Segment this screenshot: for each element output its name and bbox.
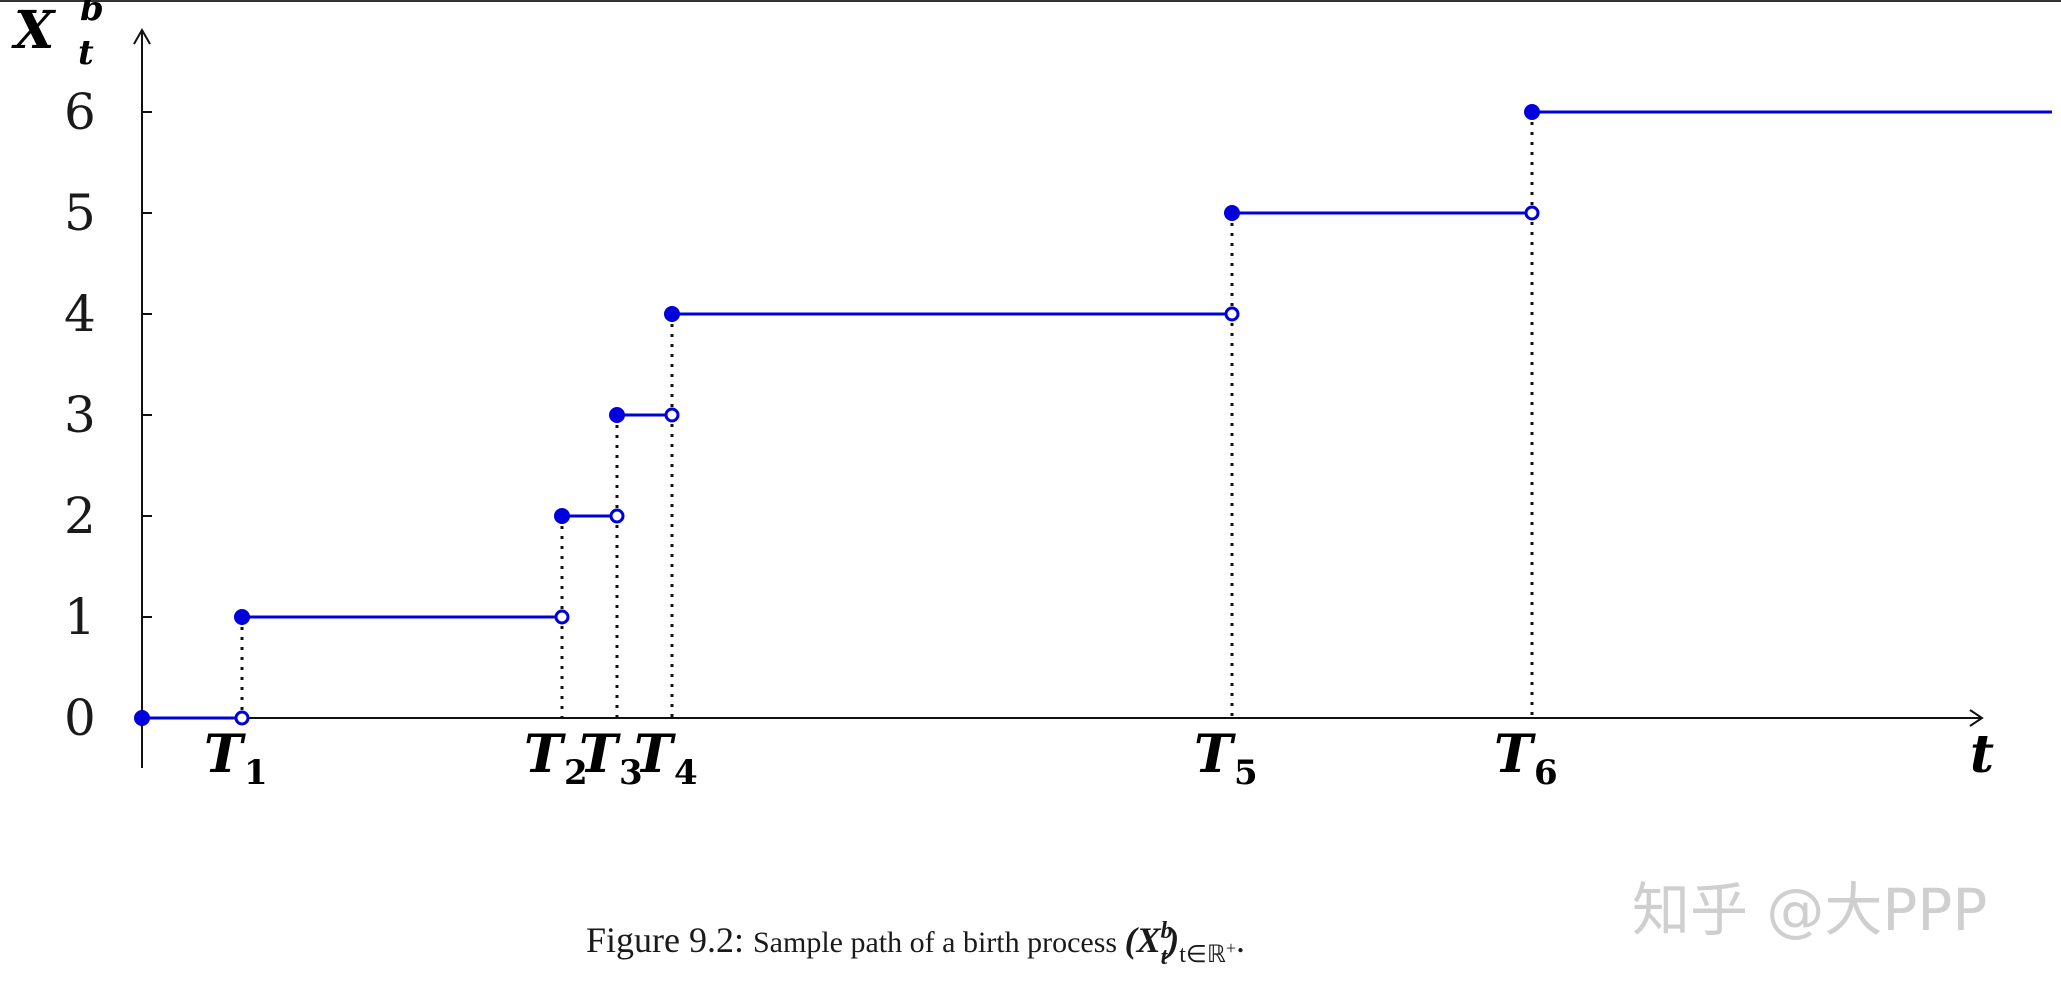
open-dot-2 [609,508,625,524]
y-tick-label-2: 2 [64,487,96,545]
y-tick-label-4: 4 [64,285,96,343]
filled-dot-5 [1224,205,1240,221]
y-tick-label-3: 3 [64,386,96,444]
jump-droplines [240,112,1534,718]
y-axis-label-main: X [11,0,57,61]
axes [133,27,1984,768]
y-axis-label-sub: t [78,33,94,73]
open-dot-0 [234,710,250,726]
y-tick-label-0: 0 [64,689,96,747]
open-dot-5 [1524,205,1540,221]
caption-math-sub: t [1161,944,1169,970]
filled-dot-4 [664,306,680,322]
y-tick-label-5: 5 [64,184,96,242]
jump-time-sub-t6: 6 [1534,753,1558,793]
caption-text: Sample path of a birth process [753,926,1125,959]
y-axis-arrow [133,27,151,45]
open-dot-3 [664,407,680,423]
jump-time-label-t6: T [1494,724,1536,785]
step-segments [142,110,2052,720]
jump-time-sub-t1: 1 [244,753,268,793]
jump-time-sub-t5: 5 [1234,753,1258,793]
y-tick-label-6: 6 [64,83,96,141]
jump-time-sub-t2: 2 [564,753,588,793]
jump-time-label-t5: T [1194,724,1236,785]
jump-time-label-t1: T [204,724,246,785]
open-dot-4 [1224,306,1240,322]
caption-math-tail: ) [1164,920,1179,960]
open-dot-1 [554,609,570,625]
caption-math-sup: b [1161,918,1173,944]
watermark-text: 知乎 @大PPP [1632,876,1987,944]
x-axis-arrow [1969,709,1984,727]
y-axis-label-sup: b [80,0,104,29]
jump-time-sub-t4: 4 [674,753,698,793]
filled-dot-1 [234,609,250,625]
jump-time-label-t4: T [634,724,676,785]
caption-math-index-sup: + [1226,938,1236,958]
caption-math-index: t∈ℝ [1179,942,1226,968]
jump-time-labels: T 1 T 2T 3T 4 T 5 T 6 [204,724,1558,793]
filled-dot-3 [609,407,625,423]
y-axis-label: X b t [11,0,104,73]
caption-math-main: (X [1125,920,1162,960]
step-markers [134,104,1540,726]
y-ticks: 0 1 2 3 4 5 6 [64,83,152,747]
filled-dot-6 [1524,104,1540,120]
filled-dot-0 [134,710,150,726]
filled-dot-2 [554,508,570,524]
figure-caption: Figure 9.2: Sample path of a birth proce… [586,918,1245,970]
jump-time-label-t3: T [579,724,621,785]
jump-time-label-t2: T [524,724,566,785]
jump-time-sub-t3: 3 [619,753,643,793]
x-axis-label: t [1970,724,1994,785]
caption-end: . [1236,920,1245,960]
caption-prefix: Figure 9.2: [586,920,753,960]
y-tick-label-1: 1 [64,588,96,646]
